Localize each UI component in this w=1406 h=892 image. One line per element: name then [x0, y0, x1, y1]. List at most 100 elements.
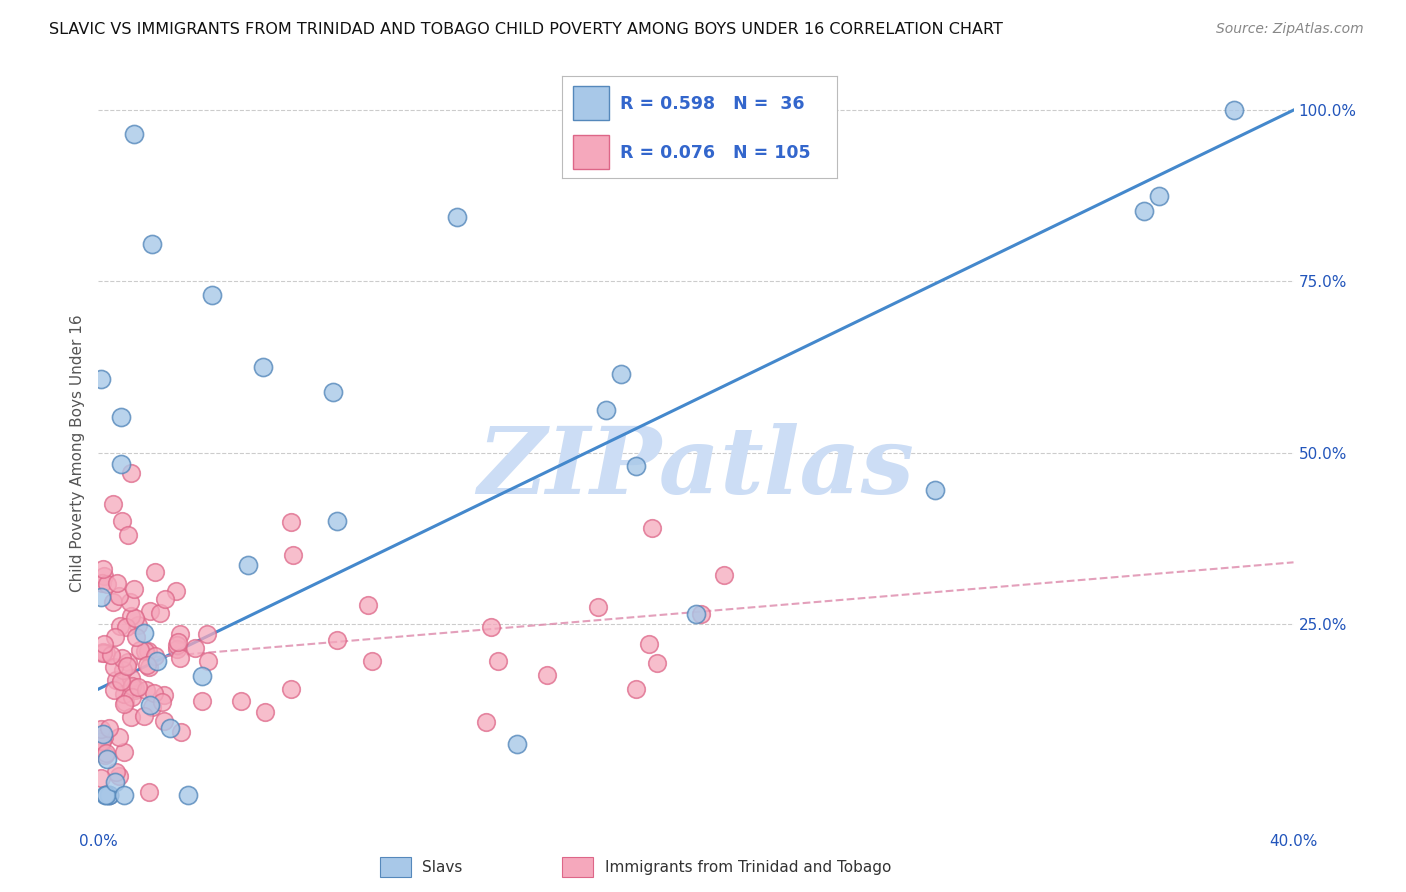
Point — [105, 673, 128, 687]
Point — [127, 618, 149, 632]
Point — [641, 521, 664, 535]
Point — [90, 771, 112, 785]
Point — [325, 633, 347, 648]
Text: Source: ZipAtlas.com: Source: ZipAtlas.com — [1216, 22, 1364, 37]
Point — [108, 769, 131, 783]
Point — [90, 372, 112, 386]
Point — [138, 698, 160, 713]
Point — [90, 722, 112, 736]
Text: R = 0.598   N =  36: R = 0.598 N = 36 — [620, 95, 804, 112]
Point — [1223, 103, 1246, 117]
Point — [112, 788, 135, 802]
Point — [105, 576, 128, 591]
Point — [136, 644, 159, 658]
Point — [506, 737, 529, 751]
Point — [626, 682, 648, 697]
Point — [104, 774, 127, 789]
Point — [112, 745, 135, 759]
Point — [103, 595, 125, 609]
Point — [183, 640, 205, 655]
Point — [253, 705, 276, 719]
Point — [97, 789, 120, 803]
Point — [645, 656, 668, 670]
FancyBboxPatch shape — [574, 87, 609, 120]
Point — [626, 458, 648, 473]
Point — [93, 730, 115, 744]
Point — [638, 636, 661, 650]
Point — [252, 359, 274, 374]
Point — [94, 789, 117, 803]
Point — [91, 562, 114, 576]
Point — [125, 630, 148, 644]
Point — [446, 210, 468, 224]
Point — [114, 697, 136, 711]
Point — [91, 645, 114, 659]
Point — [121, 679, 143, 693]
Point — [117, 528, 139, 542]
Point — [120, 709, 142, 723]
Point — [191, 669, 214, 683]
Point — [111, 663, 134, 677]
Point — [124, 611, 146, 625]
Point — [98, 789, 121, 803]
Point — [610, 367, 633, 381]
Point — [90, 590, 112, 604]
Point — [91, 734, 114, 748]
Point — [120, 595, 142, 609]
Point — [93, 568, 115, 582]
Text: SLAVIC VS IMMIGRANTS FROM TRINIDAD AND TOBAGO CHILD POVERTY AMONG BOYS UNDER 16 : SLAVIC VS IMMIGRANTS FROM TRINIDAD AND T… — [49, 22, 1002, 37]
Point — [149, 606, 172, 620]
Point — [134, 644, 156, 658]
Point — [112, 687, 135, 701]
Point — [281, 549, 304, 563]
Text: ZIPatlas: ZIPatlas — [478, 423, 914, 513]
Y-axis label: Child Poverty Among Boys Under 16: Child Poverty Among Boys Under 16 — [70, 314, 86, 591]
Point — [96, 576, 118, 591]
Point — [120, 608, 142, 623]
Point — [169, 651, 191, 665]
Point — [124, 683, 146, 698]
Point — [97, 722, 120, 736]
Point — [100, 648, 122, 662]
Point — [104, 631, 127, 645]
Point — [322, 385, 344, 400]
Point — [141, 700, 163, 714]
Point — [170, 725, 193, 739]
Text: Slavs: Slavs — [422, 860, 463, 874]
Point — [91, 646, 114, 660]
Point — [145, 565, 167, 579]
Point — [121, 690, 143, 705]
Point — [127, 680, 149, 694]
Point — [135, 683, 157, 698]
Point — [110, 410, 132, 425]
Point — [152, 689, 174, 703]
Point — [96, 789, 118, 803]
Point — [110, 673, 132, 688]
Point — [110, 458, 132, 472]
Point — [96, 646, 118, 660]
Point — [120, 467, 142, 481]
Point — [745, 103, 768, 117]
Point — [197, 654, 219, 668]
Point — [486, 654, 509, 668]
Point — [150, 695, 173, 709]
Point — [139, 604, 162, 618]
Point — [141, 236, 163, 251]
Point — [124, 681, 146, 695]
Point — [132, 625, 155, 640]
Point — [128, 642, 150, 657]
Point — [536, 668, 558, 682]
Point — [115, 659, 138, 673]
Point — [96, 746, 118, 760]
Point — [134, 708, 156, 723]
Point — [138, 785, 160, 799]
Point — [111, 651, 134, 665]
Point — [124, 127, 146, 141]
Point — [146, 654, 169, 668]
Point — [166, 641, 188, 656]
Point — [103, 660, 125, 674]
Point — [138, 659, 160, 673]
Point — [361, 654, 384, 668]
Point — [280, 516, 302, 530]
Point — [135, 658, 157, 673]
